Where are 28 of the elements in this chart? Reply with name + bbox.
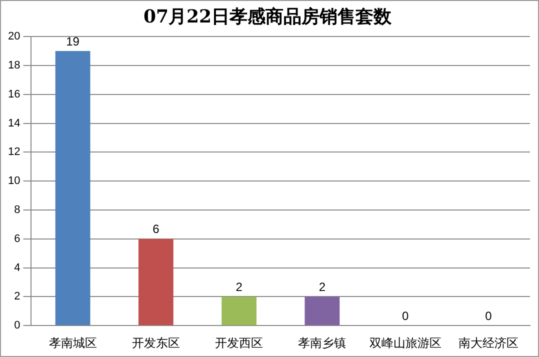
y-tick-label: 0: [14, 320, 20, 332]
data-label: 6: [152, 222, 160, 236]
x-tick-label: 开发西区: [215, 336, 264, 350]
y-tick-label: 8: [14, 204, 20, 216]
bar: [304, 296, 340, 326]
y-tick-label: 10: [8, 175, 20, 188]
y-tick-label: 18: [8, 60, 20, 72]
data-label: 2: [236, 280, 243, 294]
x-tick-label: 孝南城区: [48, 336, 97, 350]
y-tick-label: 6: [14, 232, 20, 245]
bar: [138, 238, 174, 326]
data-label: 19: [66, 34, 80, 48]
x-tick-label: 孝南乡镇: [298, 336, 346, 350]
data-label: 0: [485, 308, 492, 323]
x-tick-label: 南大经济区: [458, 336, 518, 350]
y-tick-label: 2: [14, 290, 20, 303]
data-label: 2: [318, 280, 326, 294]
y-tick-label: 12: [8, 146, 20, 158]
y-tick-label: 14: [8, 117, 20, 130]
bar: [55, 51, 90, 326]
data-label: 0: [402, 308, 409, 323]
x-tick-label: 双峰山旅游区: [369, 336, 442, 350]
y-tick-label: 16: [8, 88, 20, 100]
x-tick-label: 开发东区: [132, 336, 180, 350]
y-tick-label: 4: [14, 262, 20, 274]
chart-title: 07月22日孝感商品房销售套数: [143, 6, 393, 28]
bar: [222, 296, 257, 326]
y-tick-label: 20: [8, 30, 20, 43]
